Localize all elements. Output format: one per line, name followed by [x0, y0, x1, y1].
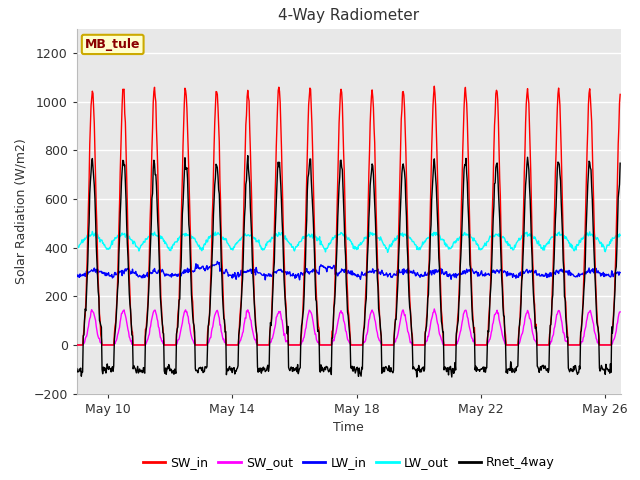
X-axis label: Time: Time [333, 421, 364, 434]
Text: MB_tule: MB_tule [85, 38, 140, 51]
Y-axis label: Solar Radiation (W/m2): Solar Radiation (W/m2) [15, 138, 28, 284]
Legend: SW_in, SW_out, LW_in, LW_out, Rnet_4way: SW_in, SW_out, LW_in, LW_out, Rnet_4way [138, 451, 560, 474]
Title: 4-Way Radiometer: 4-Way Radiometer [278, 9, 419, 24]
